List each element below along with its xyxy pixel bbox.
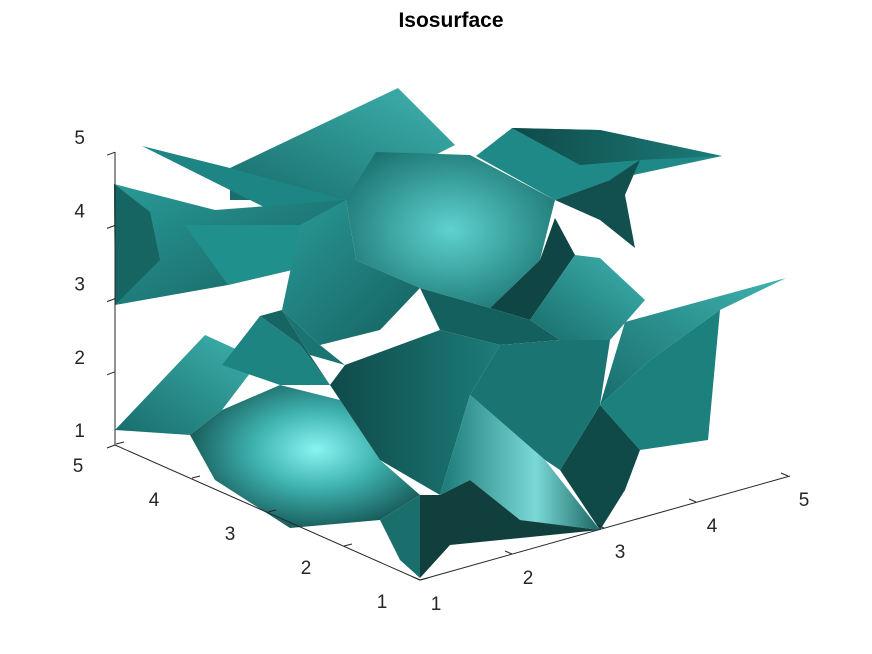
y-tick [115,441,125,445]
chart-title: Isosurface [398,9,503,32]
surface-facet [185,225,300,285]
z-tick-label: 4 [74,201,85,222]
y-tick-label: 5 [73,456,84,477]
surface-facet [282,310,345,365]
x-tick-label: 2 [523,568,534,589]
surface-facet [600,310,720,450]
surface-facet [282,200,420,345]
x-tick [596,524,605,529]
isosurface-mesh [114,88,786,578]
surface-facet [512,128,722,165]
surface-facet [346,152,555,308]
surface-facet [222,316,330,385]
surface-facet [440,395,600,530]
x-tick [780,472,789,477]
y-tick-label: 4 [149,490,160,511]
x-axis-line [419,475,791,581]
surface-facet [115,335,260,435]
surface-facet [380,495,420,578]
z-tick-label: 1 [74,421,85,442]
y-tick-label: 1 [377,592,388,613]
z-tick [106,224,116,229]
axes [114,152,791,581]
surface-facet [420,288,560,345]
z-tick [106,444,116,449]
x-tick [504,550,513,555]
z-tick-label: 3 [74,275,85,296]
surface-facet [114,184,160,305]
y-tick [419,577,429,581]
surface-facet [555,160,640,248]
y-tick [267,509,277,513]
surface-facet [260,310,330,385]
x-tick-label: 5 [799,490,810,511]
z-tick [106,371,116,376]
surface-facet [190,385,420,528]
surface-facet [560,405,640,530]
y-axis-line [114,444,421,581]
surface-facet [470,340,610,470]
z-tick-label: 5 [74,128,85,149]
y-tick [343,543,353,547]
surface-facet [490,218,575,320]
surface-facet [420,480,600,578]
surface-facet [330,330,500,495]
z-tick [106,298,116,303]
y-tick-label: 2 [301,558,312,579]
x-tick-label: 4 [707,516,718,537]
y-tick [191,475,201,479]
x-tick-label: 3 [615,542,626,563]
x-tick [688,498,697,503]
axis-ticks: 1 2 3 4 5 1 2 3 4 5 1 2 3 4 5 [73,128,810,615]
x-tick-label: 1 [431,594,442,615]
surface-facet [530,255,645,340]
z-tick-label: 2 [74,348,85,369]
surface-facet [600,278,786,405]
x-tick [412,576,421,581]
y-tick-label: 3 [225,524,236,545]
z-tick [106,151,116,156]
